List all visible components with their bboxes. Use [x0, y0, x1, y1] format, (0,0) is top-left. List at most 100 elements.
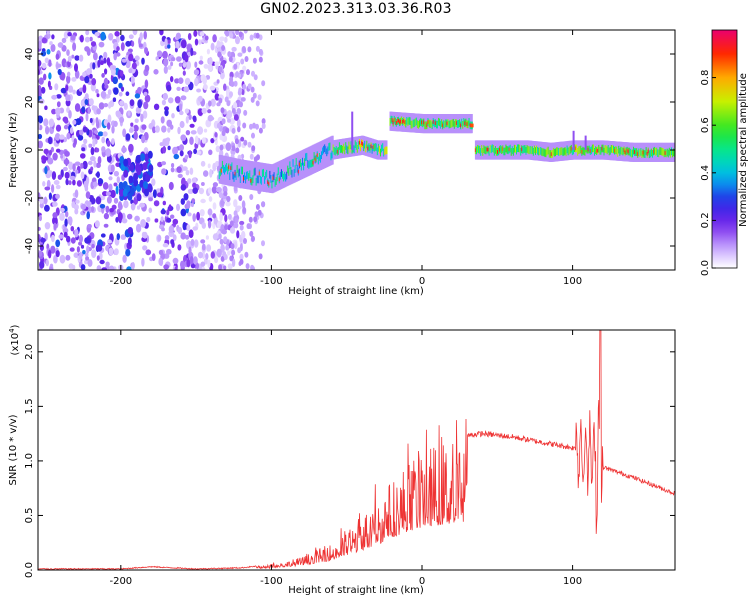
- spectrogram-noise-cell: [129, 163, 135, 172]
- spectrogram-noise-cell: [236, 118, 241, 128]
- spectrogram-noise-cell: [187, 188, 194, 194]
- spectrogram-noise-cell: [95, 196, 102, 205]
- spectrogram-noise-cell: [103, 103, 109, 108]
- spectrogram-noise-cell: [208, 196, 213, 202]
- spectrogram-noise-cell: [160, 209, 166, 215]
- spectrogram-noise-cell: [160, 116, 165, 124]
- spectrogram-noise-cell: [82, 126, 89, 133]
- spectrogram-noise-cell: [92, 181, 98, 187]
- spectrogram-noise-cell: [200, 239, 206, 244]
- spectrogram-noise-cell: [252, 57, 257, 64]
- spectrogram-noise-cell: [105, 205, 110, 214]
- spectrogram-noise-cell: [234, 138, 239, 145]
- spectrogram-noise-cell: [198, 187, 205, 195]
- spectrogram-noise-cell: [158, 249, 164, 256]
- spectrogram-ridge-cell: [218, 171, 221, 179]
- spectrogram-noise-cell: [87, 160, 93, 166]
- spectrogram-noise-cell: [219, 212, 223, 222]
- spectrogram-noise-cell: [52, 201, 58, 207]
- spectrogram-noise-cell: [47, 80, 51, 88]
- spectrogram-noise-cell: [82, 71, 87, 78]
- spectrogram-noise-cell: [84, 252, 89, 258]
- spectrogram-noise-cell: [72, 42, 77, 52]
- spectrogram-noise-cell: [174, 266, 178, 270]
- spectrogram-noise-cell: [204, 35, 209, 41]
- spectrogram-noise-cell: [62, 166, 68, 172]
- spectrogram-noise-cell: [108, 183, 113, 192]
- spectrogram-noise-cell: [79, 34, 84, 43]
- spectrogram-noise-cell: [216, 79, 220, 84]
- spectrogram-noise-cell: [140, 219, 147, 228]
- snr-y-tick-label: 0.5: [24, 508, 35, 524]
- spectrogram-noise-cell: [203, 128, 208, 133]
- colorbar-tick-label: 0.6: [700, 117, 711, 133]
- spectrogram-noise-cell: [246, 223, 251, 230]
- spectrogram-noise-cell: [188, 229, 194, 238]
- spectrogram-noise-cell: [132, 30, 138, 36]
- spectrogram-noise-cell: [217, 51, 222, 58]
- spectrogram-noise-cell: [168, 181, 174, 191]
- spectrogram-noise-cell: [162, 92, 168, 101]
- spectrogram-noise-cell: [131, 40, 135, 47]
- spectrogram-noise-cell: [100, 233, 106, 238]
- spectrogram-noise-cell: [44, 204, 50, 212]
- spectrogram-ridge-cell: [567, 147, 570, 156]
- spectrogram-noise-cell: [180, 198, 185, 205]
- spectrogram-noise-cell: [225, 201, 231, 207]
- spectrogram-noise-cell: [38, 77, 44, 85]
- spectrogram-noise-cell: [189, 255, 194, 265]
- spectrogram-noise-cell: [123, 169, 129, 178]
- spectrogram-noise-cell: [247, 83, 252, 90]
- spectrogram-noise-cell: [118, 181, 124, 190]
- spectrogram-noise-cell: [187, 212, 192, 217]
- spectrogram-noise-cell: [91, 134, 96, 141]
- spectrogram-noise-cell: [103, 77, 109, 86]
- spectrogram-noise-cell: [153, 69, 159, 75]
- spectrogram-noise-cell: [257, 94, 262, 101]
- spectrogram-noise-cell: [48, 249, 52, 259]
- spectrogram-noise-cell: [208, 187, 212, 194]
- spectrogram-noise-cell: [86, 201, 92, 207]
- spectrogram-noise-cell: [196, 211, 201, 221]
- spectrogram-noise-cell: [209, 85, 216, 91]
- spectrogram-noise-cell: [94, 32, 100, 37]
- spectrogram-noise-cell: [60, 207, 65, 213]
- spectrogram-noise-cell: [121, 58, 127, 63]
- spectrogram-noise-cell: [109, 100, 115, 108]
- spectrogram-noise-cell: [83, 138, 88, 145]
- spectrogram-noise-cell: [114, 31, 120, 37]
- spectrogram-y-axis-label: Frequency (Hz): [8, 112, 19, 188]
- spectrogram-noise-cell: [46, 30, 51, 35]
- spectrogram-noise-cell: [66, 235, 71, 243]
- spectrogram-noise-cell: [193, 30, 198, 37]
- spectrogram-noise-cell: [223, 83, 227, 91]
- spectrogram-noise-cell: [49, 41, 53, 46]
- spectrogram-noise-cell: [235, 36, 240, 45]
- spectrogram-noise-cell: [239, 258, 244, 265]
- spectrogram-noise-cell: [120, 34, 125, 42]
- spectrogram-noise-cell: [64, 150, 70, 157]
- spectrogram-noise-cell: [176, 166, 182, 174]
- spectrogram-noise-cell: [212, 233, 219, 241]
- spectrogram-noise-cell: [66, 132, 71, 140]
- snr-y-tick-label: 1.0: [24, 453, 35, 469]
- spectrogram-ridge-cell: [655, 148, 658, 156]
- spectrogram-noise-cell: [81, 100, 85, 108]
- spectrogram-noise-cell: [91, 105, 96, 111]
- spectrogram-ridge-cell: [586, 145, 589, 154]
- spectrogram-noise-cell: [242, 207, 247, 213]
- spectrogram-noise-cell: [246, 69, 250, 76]
- spectrogram-noise-cell: [209, 168, 213, 178]
- spectrogram-noise-cell: [144, 79, 149, 89]
- spectrogram-noise-cell: [53, 180, 60, 185]
- spectrogram-noise-cell: [157, 234, 162, 242]
- spectrogram-noise-cell: [186, 224, 191, 232]
- spectrogram-noise-cell: [62, 227, 69, 234]
- spectrogram-noise-cell: [65, 94, 71, 102]
- spectrogram-noise-cell: [233, 114, 239, 121]
- spectrogram-noise-cell: [122, 254, 127, 263]
- spectrogram-noise-cell: [177, 126, 181, 135]
- spectrogram-noise-cell: [131, 62, 137, 70]
- spectrogram-noise-cell: [220, 72, 225, 79]
